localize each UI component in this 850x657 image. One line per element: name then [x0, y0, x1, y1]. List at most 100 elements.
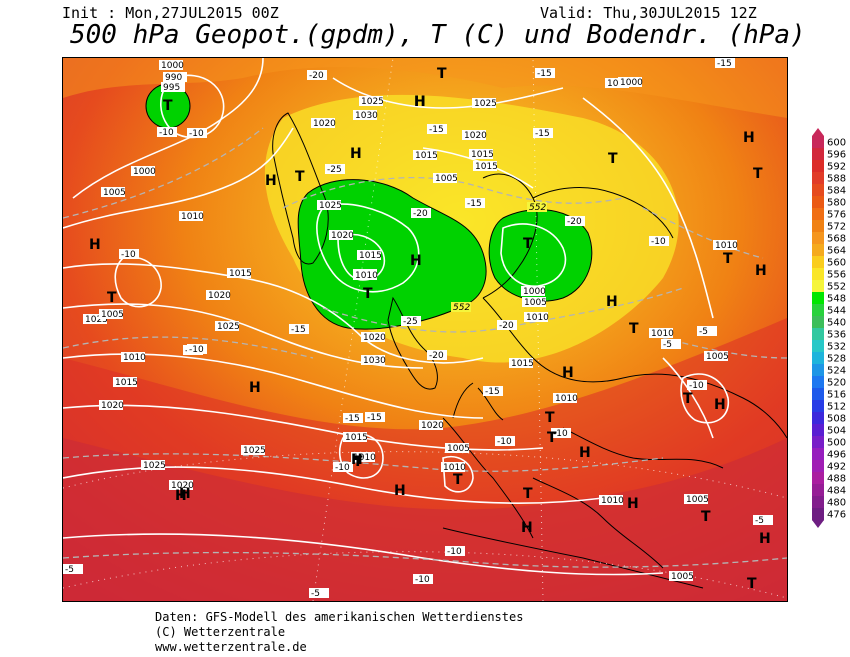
high-marker: H	[410, 253, 422, 269]
pressure-label: 1020	[99, 400, 124, 411]
temperature-label-text: -15	[485, 387, 500, 397]
temperature-labels: -10 -10 -10 -15 -10 -20 -20 -20 -25 -15 …	[63, 58, 773, 599]
colorbar-swatch	[812, 268, 824, 281]
temperature-label: -5	[697, 326, 717, 337]
colorbar-level-label: 556	[827, 270, 846, 281]
pressure-label-text: 1020	[464, 131, 487, 141]
pressure-label: 1020	[361, 332, 386, 343]
pressure-label-text: 1000	[133, 167, 156, 177]
pressure-label: 1010	[524, 312, 549, 323]
high-marker: H	[521, 520, 533, 536]
valid-time: Valid: Thu,30JUL2015 12Z	[540, 4, 757, 22]
pressure-label: 1005	[99, 309, 124, 320]
pressure-label: 1005	[101, 187, 126, 198]
high-marker: H	[714, 397, 726, 413]
colorbar-swatch	[812, 220, 824, 233]
temperature-label-text: -10	[689, 381, 704, 391]
pressure-label-text: 1015	[415, 151, 438, 161]
colorbar-swatch	[812, 196, 824, 209]
pressure-label: 1025	[317, 200, 342, 211]
high-marker: H	[249, 380, 261, 396]
temperature-label: -10	[445, 546, 465, 557]
pressure-label-text: 1000	[620, 78, 643, 88]
geopotential-label-text: 552	[529, 203, 546, 213]
pressure-label-text: 1010	[181, 212, 204, 222]
colorbar-swatch	[812, 244, 824, 257]
pressure-label-text: 1000	[161, 61, 184, 71]
pressure-label: 1000	[131, 166, 156, 177]
pressure-label-text: 1025	[243, 446, 266, 456]
colorbar: 600 596 592 588 584 580 576 572 568 564 560 556 552 5…	[812, 128, 850, 528]
colorbar-level-label: 552	[827, 282, 846, 293]
pressure-label: 1015	[413, 150, 438, 161]
low-marker: T	[753, 166, 763, 182]
colorbar-level-label: 584	[827, 186, 846, 197]
pressure-label: 995	[161, 82, 185, 93]
colorbar-level-label: 520	[827, 378, 846, 389]
low-marker: T	[453, 472, 463, 488]
high-marker: H	[394, 483, 406, 499]
pressure-label-text: 1020	[421, 421, 444, 431]
pressure-label: 1005	[433, 173, 458, 184]
colorbar-level-label: 504	[827, 426, 846, 437]
low-marker: T	[107, 290, 117, 306]
temperature-label: -10	[119, 249, 139, 260]
pressure-label-text: 1020	[363, 333, 386, 343]
temperature-label: -10	[687, 380, 707, 391]
temperature-label: -20	[307, 70, 327, 81]
high-marker: H	[627, 496, 639, 512]
high-marker: H	[606, 294, 618, 310]
low-pressure-markers: T T T T T T T T T T T T T T T T T T	[107, 66, 763, 592]
low-marker: T	[437, 66, 447, 82]
temperature-label: -15	[343, 413, 363, 424]
pressure-label: 1005	[522, 297, 547, 308]
pressure-label-text: 1015	[511, 359, 534, 369]
low-marker: T	[608, 151, 618, 167]
colorbar-swatch	[812, 160, 824, 173]
colorbar-level-label: 500	[827, 438, 846, 449]
colorbar-level-label: 596	[827, 150, 846, 161]
pressure-label: 1010	[713, 240, 738, 251]
colorbar-swatch	[812, 172, 824, 185]
high-marker: H	[350, 146, 362, 162]
chart-title: 500 hPa Geopot.(gpdm), T (C) und Bodendr…	[70, 20, 806, 50]
colorbar-level-label: 508	[827, 414, 846, 425]
temperature-label: -10	[413, 574, 433, 585]
temperature-label: -15	[535, 68, 555, 79]
temperature-label-text: -10	[651, 237, 666, 247]
high-marker: H	[414, 94, 426, 110]
low-marker: T	[295, 169, 305, 185]
colorbar-swatch	[812, 352, 824, 365]
pressure-label: 1005	[669, 571, 694, 582]
colorbar-swatch	[812, 304, 824, 317]
high-marker: H	[755, 263, 767, 279]
pressure-label-text: 1025	[474, 99, 497, 109]
pressure-label-text: 1015	[115, 378, 138, 388]
temperature-label-text: -10	[189, 345, 204, 355]
pressure-label-text: 1015	[471, 150, 494, 160]
low-marker: T	[523, 236, 533, 252]
pressure-label: 1010	[649, 328, 674, 339]
pressure-label: 1020	[329, 230, 354, 241]
pressure-label-text: 1020	[101, 401, 124, 411]
colorbar-arrow-bottom	[812, 520, 824, 528]
temperature-label-text: -5	[755, 516, 764, 526]
temperature-label: -10	[333, 462, 353, 473]
pressure-label: 1000	[159, 60, 184, 71]
footer: Daten: GFS-Modell des amerikanischen Wet…	[155, 610, 523, 655]
colorbar-level-label: 564	[827, 246, 846, 257]
colorbar-swatch	[812, 256, 824, 269]
high-marker: H	[743, 130, 755, 146]
pressure-label-text: 1005	[706, 352, 729, 362]
low-marker: T	[547, 430, 557, 446]
pressure-label: 1010	[553, 393, 578, 404]
footer-copyright: (C) Wetterzentrale	[155, 625, 286, 639]
temperature-label-text: -15	[467, 199, 482, 209]
pressure-label-text: 1005	[524, 298, 547, 308]
colorbar-level-label: 480	[827, 498, 846, 509]
colorbar-swatch	[812, 316, 824, 329]
graticule	[63, 58, 787, 601]
high-marker: H	[414, 94, 426, 110]
pressure-label-text: 1010	[355, 271, 378, 281]
colorbar-arrow-top	[812, 128, 824, 136]
